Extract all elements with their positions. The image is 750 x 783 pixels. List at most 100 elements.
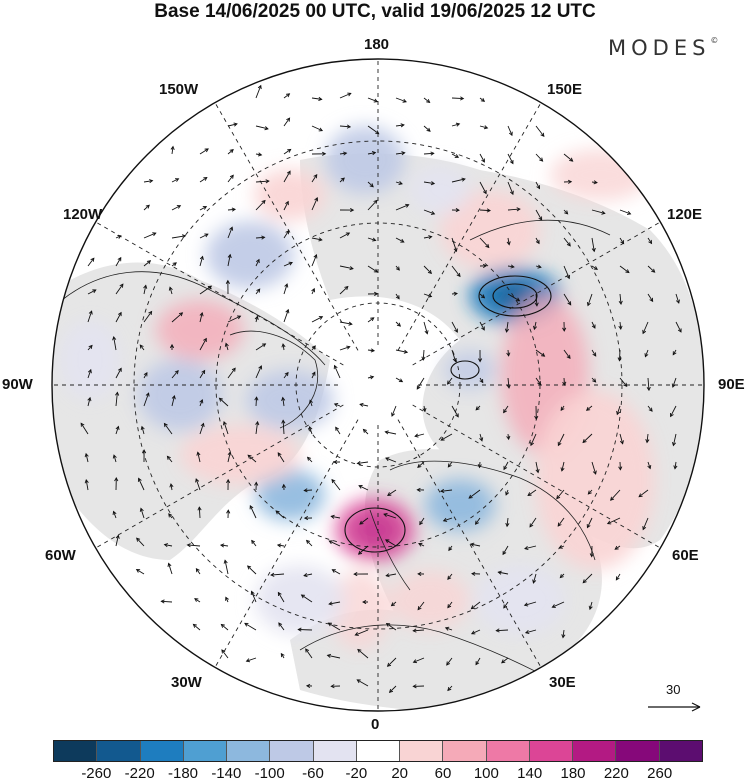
wind-arrow-head [359, 402, 364, 407]
lon-label-60w: 60W [45, 547, 76, 564]
wind-arrow [395, 181, 403, 185]
wind-arrow-head [171, 394, 176, 400]
modes-logo: MODES© [608, 36, 718, 60]
coastline [469, 219, 611, 241]
wind-arrow [422, 405, 427, 413]
wind-arrow [171, 394, 176, 407]
wind-arrow-head [112, 454, 117, 459]
wind-arrow-shaft [507, 349, 510, 356]
colorbar-swatch [573, 741, 617, 761]
wind-arrow [143, 310, 153, 323]
wind-arrow-shaft [283, 283, 288, 295]
wind-arrow-head [534, 302, 539, 307]
wind-arrow [591, 349, 597, 357]
wind-arrow-head [328, 540, 333, 545]
wind-arrow [255, 84, 262, 99]
wind-arrow [221, 649, 229, 659]
wind-arrow [354, 629, 369, 636]
map-border [51, 58, 705, 712]
wind-arrow [671, 377, 677, 388]
wind-arrow-head [446, 380, 451, 385]
colorbar-tick-label: -220 [124, 765, 155, 782]
wind-arrow-shaft [221, 624, 229, 631]
wind-arrow [559, 573, 565, 579]
wind-arrow-shaft [557, 433, 565, 446]
wind-arrow [385, 539, 397, 547]
wind-arrow [395, 151, 406, 156]
wind-arrow-shaft [503, 461, 509, 470]
wind-arrow-shaft [395, 204, 409, 211]
lon-label-90w: 90W [2, 376, 33, 393]
wind-arrow-head [143, 372, 148, 377]
wind-arrow [353, 571, 369, 577]
wind-arrow [506, 377, 511, 389]
wind-arrow-head [505, 522, 510, 528]
wind-arrow-head [199, 399, 204, 404]
wind-arrow [283, 229, 290, 239]
wind-arrow [255, 343, 267, 351]
wind-arrow-shaft [619, 209, 631, 215]
anomaly-field [60, 126, 655, 650]
wind-arrow-shaft [277, 544, 285, 547]
wind-arrow [439, 488, 453, 494]
wind-arrow-shaft [307, 456, 313, 463]
wind-arrow-head [617, 357, 622, 362]
wind-arrow [582, 433, 593, 444]
wind-arrow-head [648, 239, 653, 245]
wind-arrow [87, 310, 93, 323]
wind-arrow [587, 489, 593, 495]
wind-arrow [670, 405, 677, 418]
wind-arrow-shaft [334, 365, 341, 379]
wind-arrow-head [254, 315, 259, 320]
wind-arrow-shaft [282, 397, 285, 407]
wind-arrow-head [510, 264, 515, 269]
wind-arrow-shaft [418, 543, 425, 547]
wind-arrow-head [204, 233, 209, 238]
wind-arrow-head [385, 539, 390, 544]
wind-arrow-head [221, 649, 226, 654]
wind-arrow [423, 181, 436, 186]
wind-arrow [227, 122, 238, 127]
wind-arrow [194, 598, 201, 603]
wind-arrow [563, 153, 574, 162]
wind-arrow-head [523, 602, 529, 607]
wind-arrow [591, 321, 596, 329]
wind-arrow-shaft [332, 569, 341, 575]
wind-arrow-shaft [251, 591, 257, 603]
wind-arrow-shaft [535, 237, 540, 244]
wind-arrow [311, 316, 324, 323]
wind-arrow [638, 489, 649, 498]
wind-arrow [143, 204, 150, 211]
colorbar-swatch [659, 741, 702, 761]
anomaly-patch [444, 350, 496, 390]
wind-arrow-shaft [255, 85, 262, 99]
wind-arrow-head [115, 391, 120, 396]
wind-arrow-shaft [357, 679, 369, 687]
wind-arrow-head [322, 151, 327, 156]
wind-arrow-head [540, 352, 546, 357]
wind-arrow [586, 517, 593, 529]
wind-arrow-head [261, 235, 266, 240]
wind-arrow [199, 311, 204, 323]
wind-arrow-head [644, 353, 649, 358]
wind-arrow-shaft [168, 563, 173, 575]
lon-label-90e: 90E [718, 376, 745, 393]
wind-arrow [275, 510, 285, 519]
wind-arrow [115, 391, 120, 407]
wind-arrow-shaft [416, 377, 425, 390]
wind-arrow-shaft [255, 316, 258, 323]
wind-arrow [417, 461, 425, 468]
wind-arrow-head [186, 543, 191, 548]
wind-arrow [618, 461, 623, 471]
wind-arrow-head [670, 412, 674, 418]
wind-arrow-shaft [619, 293, 622, 305]
wind-arrow-shaft [616, 405, 621, 415]
colorbar-tick-label: -260 [81, 765, 112, 782]
wind-arrow-shaft [255, 200, 266, 211]
wind-arrow-head [135, 568, 141, 573]
wind-arrow-head [506, 435, 511, 441]
wind-arrow-head [610, 496, 615, 501]
wind-arrow-shaft [335, 427, 341, 435]
wind-arrow [283, 93, 291, 99]
wind-arrow-head [178, 312, 184, 317]
